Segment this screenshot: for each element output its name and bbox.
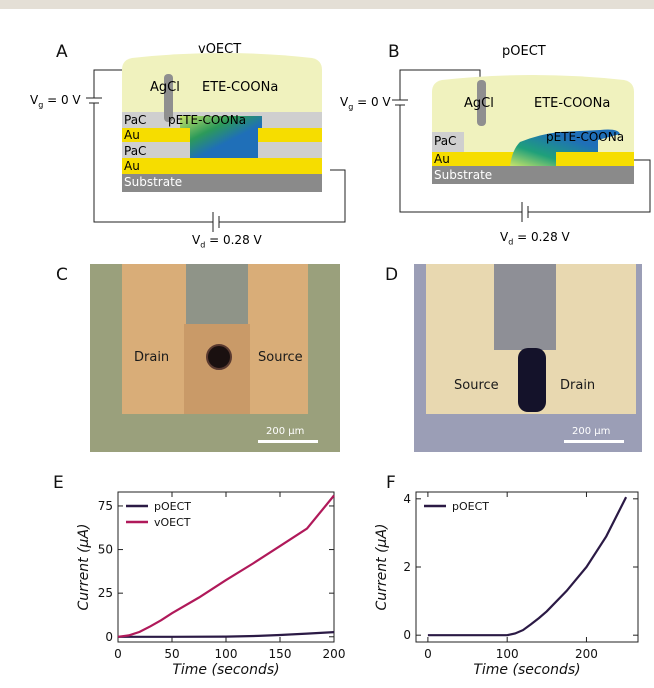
- legend-label-poect: pOECT: [154, 500, 191, 513]
- layer-substrate: [122, 174, 322, 192]
- micrograph-c-scale-label: 200 µm: [266, 426, 305, 437]
- layer-au-right-b: [556, 152, 634, 166]
- y-tick-label: 2: [403, 560, 411, 574]
- layer-label-au-bottom: Au: [124, 159, 140, 173]
- layer-label-pac-b: PaC: [434, 134, 457, 148]
- electrolyte-label: ETE-COONa: [202, 80, 279, 95]
- vd-label: Vd = 0.28 V: [192, 233, 262, 250]
- x-tick-label: 50: [164, 647, 179, 661]
- panel-letter-a: A: [56, 42, 68, 62]
- y-tick-label: 4: [403, 492, 411, 506]
- pete-coona-polymer: [180, 116, 262, 158]
- layer-label-au-b: Au: [434, 152, 450, 166]
- micrograph-c-polymer-dot: [206, 344, 232, 370]
- y-axis-label: Current (µA): [374, 524, 390, 611]
- x-tick-label: 100: [496, 647, 519, 661]
- panel-letter-b: B: [388, 42, 400, 62]
- x-tick-label: 150: [269, 647, 292, 661]
- drain-wire-right: [219, 169, 346, 223]
- micrograph-d: Source Drain 200 µm: [414, 264, 642, 452]
- micrograph-d-polymer-blob: [518, 348, 546, 412]
- layer-label-pac-top: PaC: [124, 113, 147, 127]
- agcl-electrode: [164, 74, 173, 122]
- plot-frame: [415, 491, 639, 643]
- layer-substrate-b: [432, 166, 634, 184]
- layer-pac-b: [432, 132, 464, 152]
- y-tick-label: 50: [98, 543, 113, 557]
- layer-label-substrate-b: Substrate: [434, 168, 493, 182]
- chart-e: 0 50 100 150 200 0 25 50 75 Time (seconds) Current…: [76, 491, 346, 678]
- agcl-electrode-b: [477, 80, 486, 126]
- x-tick-label: 0: [114, 647, 122, 661]
- voect-title: vOECT: [198, 42, 242, 57]
- micrograph-c: Drain Source 200 µm: [90, 264, 340, 452]
- x-axis-label: Time (seconds): [172, 662, 279, 678]
- y-tick-label: 25: [98, 586, 113, 600]
- micrograph-c-gap-top: [186, 264, 248, 324]
- drain-wire-right-b: [528, 159, 651, 213]
- y-axis-label: Current (µA): [76, 524, 92, 611]
- micrograph-d-scale-label: 200 µm: [572, 426, 611, 437]
- vg-label: Vg = 0 V: [30, 93, 81, 110]
- agcl-label: AgCl: [150, 80, 180, 95]
- chart-f: 0 100 200 0 2 4 Time (seconds) Current (µA) pOEC…: [374, 491, 639, 678]
- drain-wire-left-b: [399, 105, 522, 213]
- x-tick-label: 0: [424, 647, 432, 661]
- panel-letter-f: F: [386, 473, 396, 493]
- series-line-poect: [427, 496, 628, 637]
- y-tick-label: 0: [403, 628, 411, 642]
- micrograph-d-scalebar: [564, 440, 624, 443]
- micrograph-d-gap-top: [494, 264, 556, 350]
- poect-title: pOECT: [502, 44, 546, 59]
- vd-label-b: Vd = 0.28 V: [500, 230, 570, 247]
- plot-frame: [117, 491, 335, 643]
- x-tick-label: 200: [575, 647, 598, 661]
- panel-letter-d: D: [385, 265, 399, 285]
- series-line-voect: [117, 494, 335, 638]
- legend-label-poect: pOECT: [452, 500, 489, 513]
- micrograph-c-right-label: Source: [258, 350, 303, 365]
- polymer-label: pETE-COONa: [168, 113, 247, 127]
- y-tick-label: 0: [105, 630, 113, 644]
- pete-coona-polymer-b: [510, 129, 620, 166]
- series-line-poect: [118, 631, 335, 638]
- x-tick-label: 100: [215, 647, 238, 661]
- polymer-label-b: pETE-COONa: [546, 130, 625, 144]
- micrograph-c-left-label: Drain: [134, 350, 170, 365]
- vg-label-b: Vg = 0 V: [340, 95, 391, 112]
- schematic-voect: [86, 53, 346, 232]
- micrograph-d-right-label: Drain: [560, 378, 596, 393]
- panel-letter-c: C: [56, 265, 68, 285]
- legend-label-voect: vOECT: [154, 516, 191, 529]
- layer-label-au-top: Au: [124, 128, 140, 142]
- agcl-label-b: AgCl: [464, 96, 494, 111]
- layer-label-pac-bottom: PaC: [124, 144, 147, 158]
- top-divider: [0, 0, 654, 9]
- layer-au-bottom: [122, 158, 322, 174]
- y-tick-label: 75: [98, 499, 113, 513]
- micrograph-c-scalebar: [258, 440, 318, 443]
- x-axis-label: Time (seconds): [473, 662, 580, 678]
- x-tick-label: 200: [323, 647, 346, 661]
- layer-label-substrate: Substrate: [124, 175, 183, 189]
- electrolyte-label-b: ETE-COONa: [534, 96, 611, 111]
- drain-wire-left: [93, 103, 213, 223]
- micrograph-d-left-label: Source: [454, 378, 499, 393]
- schematic-poect: [392, 69, 651, 222]
- panel-letter-e: E: [53, 473, 64, 493]
